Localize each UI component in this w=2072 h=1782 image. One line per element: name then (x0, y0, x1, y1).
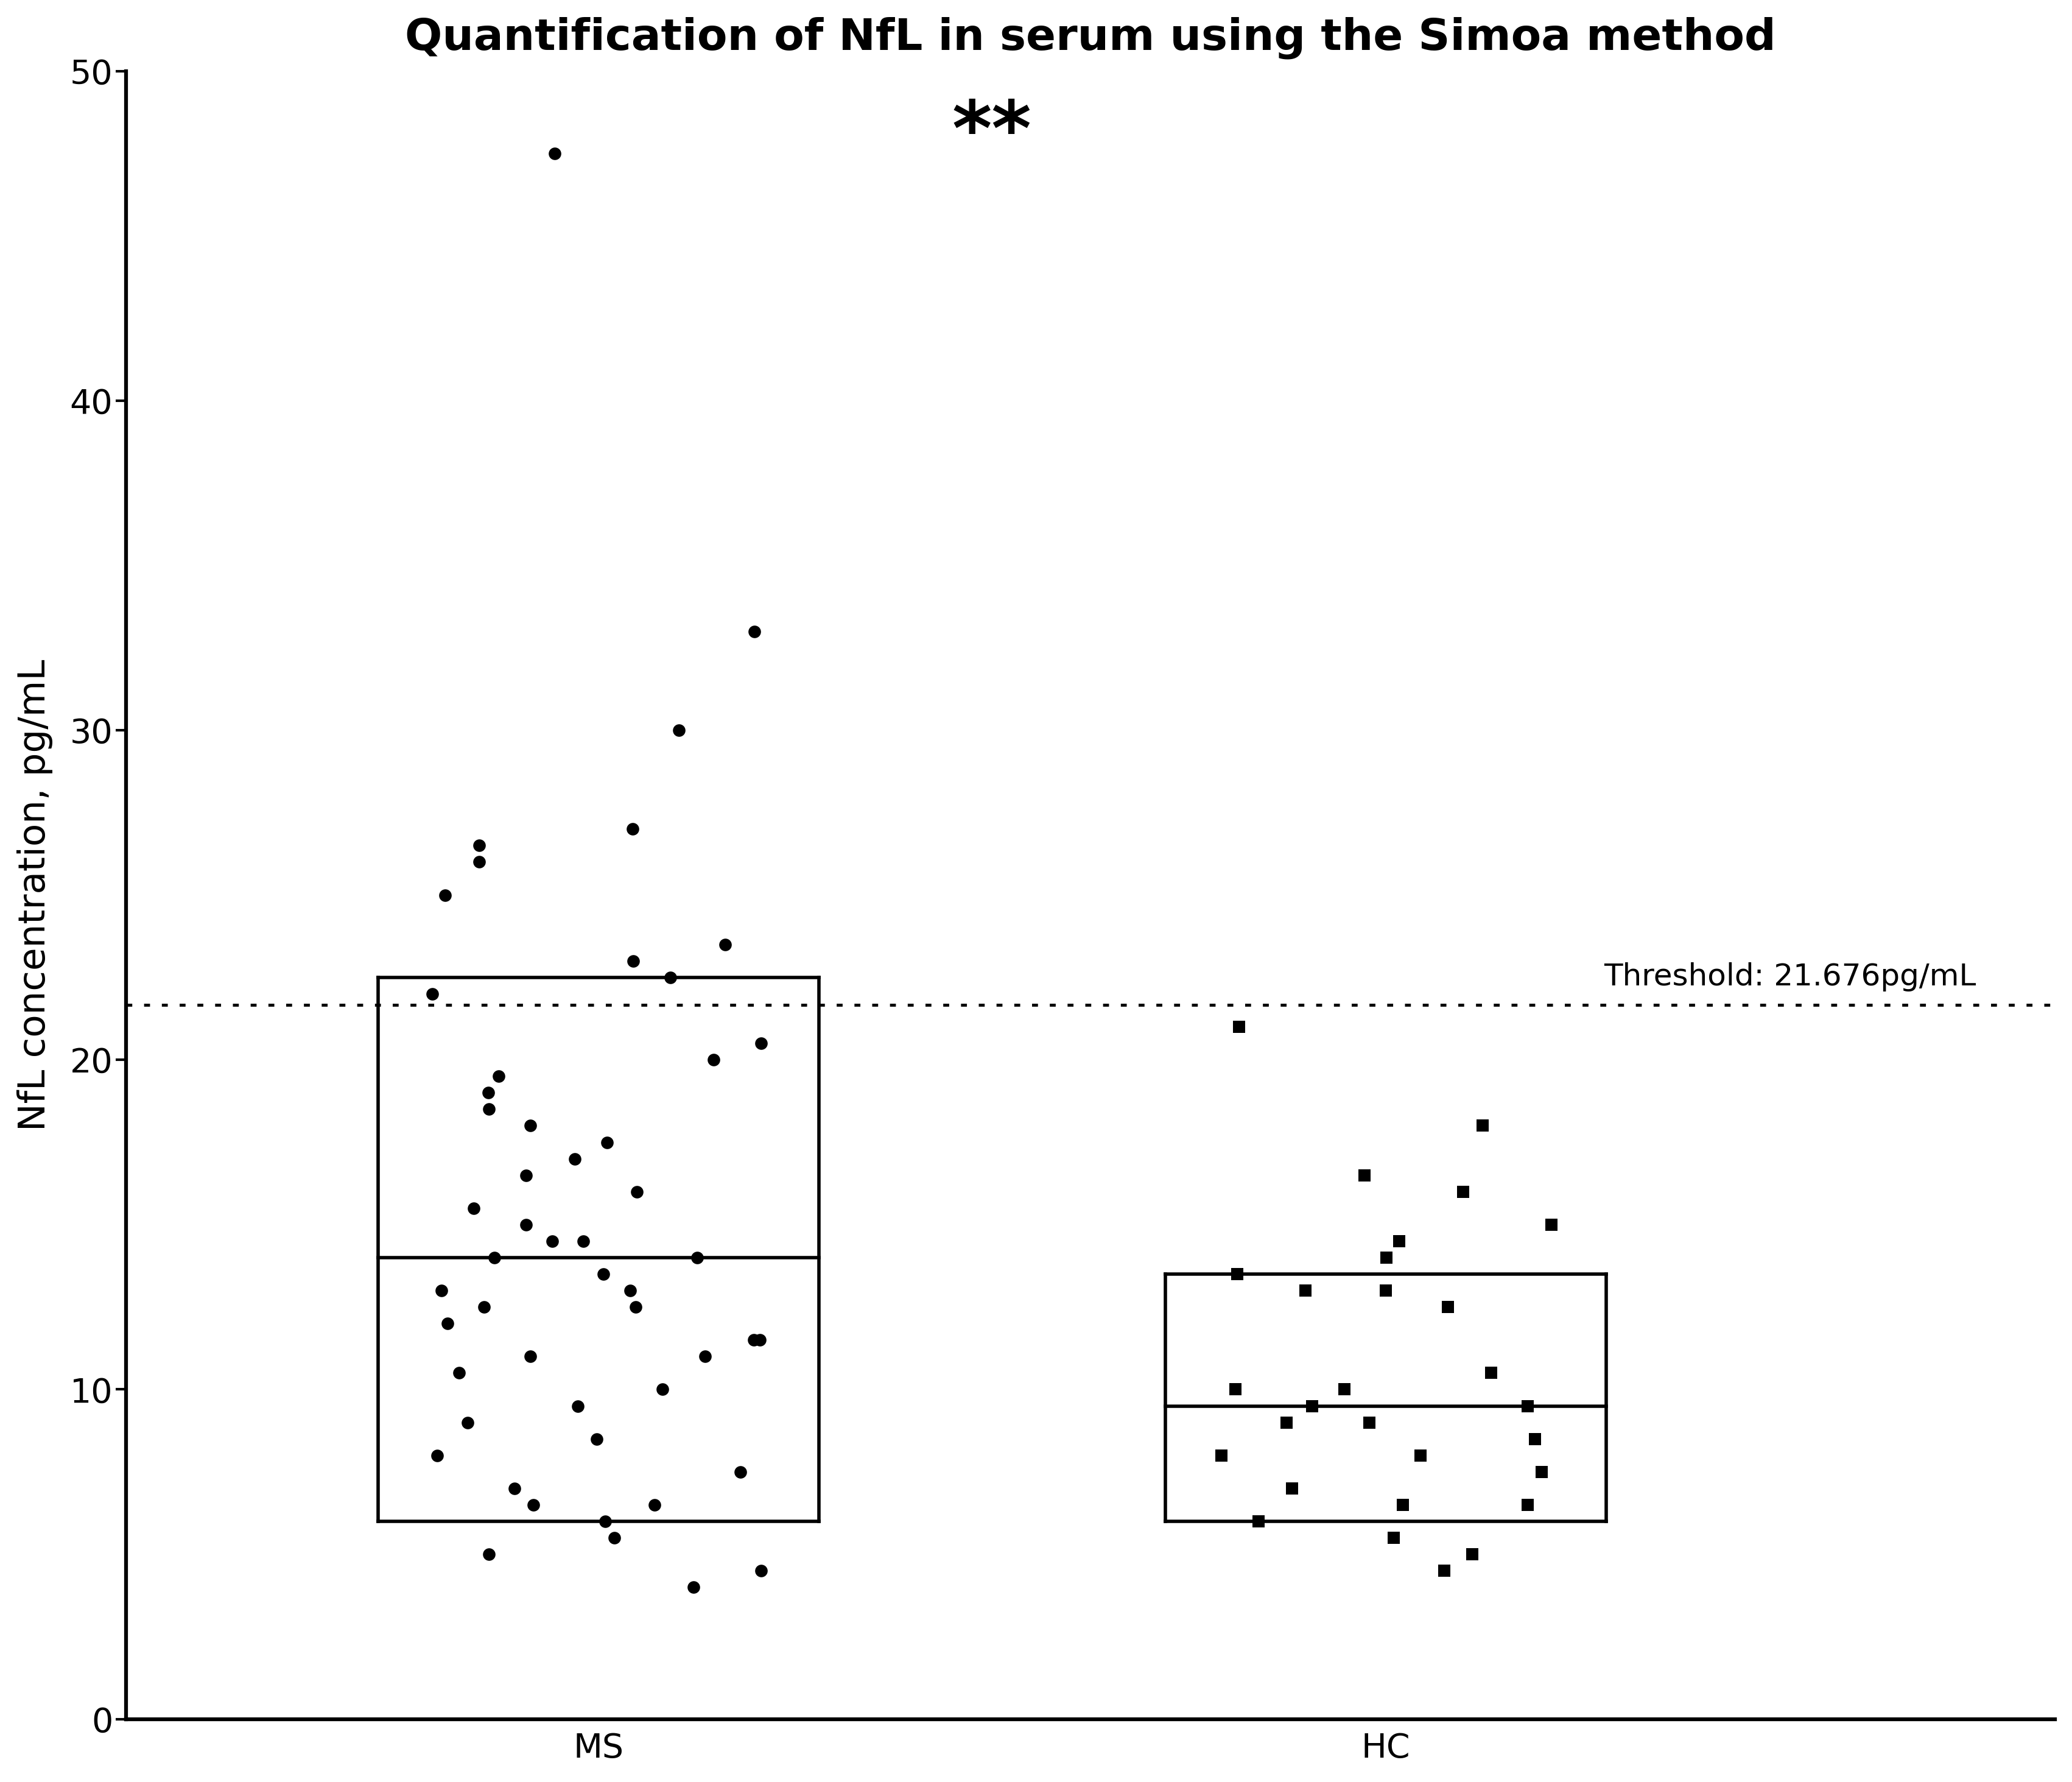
Point (1432, 1292, 1465, 1320)
Point (591, 1128, 624, 1157)
Point (472, 1540, 506, 1568)
Point (696, 1046, 729, 1075)
Point (617, 946, 651, 975)
Point (646, 1376, 680, 1404)
Point (1370, 1276, 1403, 1304)
Point (1204, 1442, 1237, 1470)
Point (479, 1244, 512, 1272)
Point (1446, 1178, 1479, 1206)
Point (709, 930, 742, 959)
Point (1222, 1012, 1256, 1041)
Point (429, 880, 462, 909)
Point (483, 1062, 516, 1091)
Point (744, 1326, 777, 1354)
Point (655, 962, 688, 991)
Point (462, 848, 495, 877)
Point (615, 814, 649, 843)
Point (744, 1556, 777, 1584)
Point (431, 1310, 464, 1338)
Point (1475, 1358, 1508, 1386)
Point (1519, 1424, 1552, 1452)
Point (1382, 1226, 1415, 1255)
Point (514, 1342, 547, 1370)
Point (744, 1028, 777, 1057)
Point (472, 1078, 506, 1107)
Point (688, 1342, 721, 1370)
Point (514, 1112, 547, 1140)
Point (586, 1260, 620, 1288)
Point (566, 1226, 599, 1255)
Point (723, 1458, 756, 1486)
Point (613, 1276, 646, 1304)
Point (1220, 1260, 1254, 1288)
Point (1535, 1210, 1569, 1238)
Point (1510, 1392, 1544, 1420)
Point (678, 1574, 711, 1602)
Point (1510, 1490, 1544, 1518)
Point (456, 1194, 489, 1222)
Y-axis label: NfL concentration, pg/mL: NfL concentration, pg/mL (17, 659, 54, 1132)
Point (1353, 1408, 1386, 1436)
Point (1241, 1508, 1274, 1536)
Point (1525, 1458, 1558, 1486)
Text: **: ** (953, 98, 1032, 171)
Point (1457, 1540, 1490, 1568)
Point (638, 1490, 671, 1518)
Point (588, 1508, 622, 1536)
Point (416, 980, 450, 1009)
Point (562, 1392, 595, 1420)
Point (462, 832, 495, 861)
Point (738, 617, 771, 645)
Point (539, 139, 572, 168)
Point (663, 716, 696, 745)
Point (1405, 1442, 1438, 1470)
Title: Quantification of NfL in serum using the Simoa method: Quantification of NfL in serum using the… (404, 16, 1776, 59)
Point (425, 1276, 458, 1304)
Point (510, 1210, 543, 1238)
Text: Threshold: 21.676pg/mL: Threshold: 21.676pg/mL (1604, 962, 1977, 991)
Point (1378, 1524, 1411, 1552)
Point (1289, 1276, 1322, 1304)
Point (680, 1244, 713, 1272)
Point (599, 1524, 632, 1552)
Point (516, 1490, 549, 1518)
Point (1328, 1376, 1361, 1404)
Point (738, 1326, 771, 1354)
Point (1349, 1160, 1382, 1189)
Point (441, 1358, 474, 1386)
Point (1218, 1376, 1251, 1404)
Point (535, 1226, 568, 1255)
Point (1295, 1392, 1328, 1420)
Point (1276, 1474, 1310, 1502)
Point (1386, 1490, 1419, 1518)
Point (1370, 1244, 1403, 1272)
Point (510, 1160, 543, 1189)
Point (1428, 1556, 1461, 1584)
Point (421, 1442, 454, 1470)
Point (452, 1408, 485, 1436)
Point (620, 1292, 653, 1320)
Point (1467, 1112, 1500, 1140)
Point (468, 1292, 501, 1320)
Point (1270, 1408, 1303, 1436)
Point (472, 1094, 506, 1123)
Point (557, 1144, 591, 1173)
Point (497, 1474, 530, 1502)
Point (620, 1178, 653, 1206)
Point (580, 1424, 613, 1452)
